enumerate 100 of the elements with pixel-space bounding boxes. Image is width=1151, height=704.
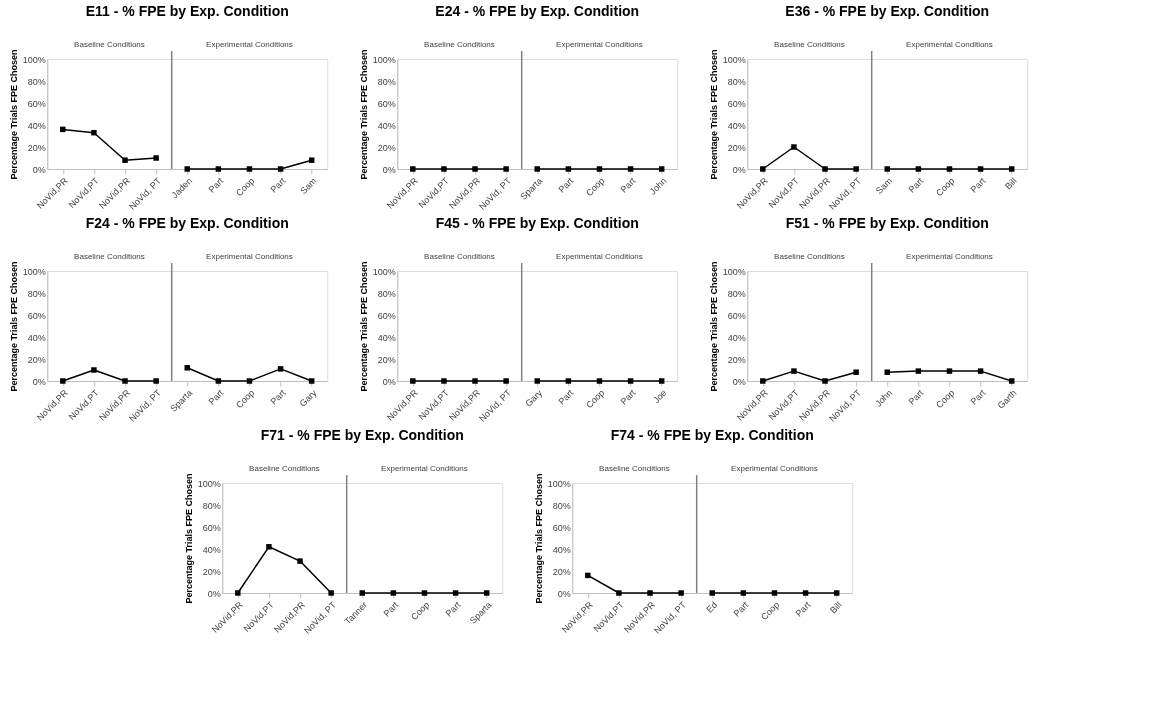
x-tick-label: Part: [793, 599, 813, 619]
y-tick-label: 80%: [727, 288, 746, 299]
y-tick-label: 100%: [22, 54, 46, 65]
x-tick-label: Bill: [827, 599, 844, 616]
y-tick-label: 40%: [377, 120, 396, 131]
y-tick-label: 60%: [552, 522, 571, 533]
x-tick-label: Part: [556, 175, 576, 195]
point: [946, 368, 953, 374]
chart-title: F45 - % FPE by Exp. Condition: [435, 215, 639, 231]
y-tick-label: 80%: [27, 288, 46, 299]
x-tick-label: Part: [731, 599, 751, 619]
point: [266, 544, 272, 550]
chart-title: F71 - % FPE by Exp. Condition: [260, 427, 464, 443]
y-tick-label: 100%: [22, 266, 46, 277]
x-tick-label: Part: [968, 387, 988, 407]
y-tick-label: 40%: [202, 544, 221, 555]
text: Baseline Conditions: [599, 464, 670, 473]
x-tick-label: Part: [906, 175, 926, 195]
x-tick-label: Sam: [873, 175, 895, 196]
y-tick-label: 0%: [32, 164, 46, 175]
point: [853, 369, 859, 375]
x-tick-label: Part: [268, 175, 288, 195]
text: Experimental Conditions: [206, 40, 293, 49]
text: Experimental Conditions: [906, 40, 993, 49]
point: [308, 157, 315, 163]
point: [297, 558, 303, 564]
text: Baseline Conditions: [424, 252, 495, 261]
chart-title: F24 - % FPE by Exp. Condition: [85, 215, 289, 231]
point: [884, 369, 890, 375]
y-tick-label: 40%: [27, 332, 46, 343]
y-tick-label: 100%: [547, 478, 571, 489]
x-tick-label: Joe: [651, 387, 669, 406]
y-tick-label: 100%: [722, 266, 746, 277]
point: [153, 155, 159, 161]
y-axis-title: Percentage Trials FPE Chosen: [533, 473, 544, 604]
x-tick-label: Part: [443, 599, 463, 619]
y-axis-title: Percentage Trials FPE Chosen: [358, 49, 369, 180]
y-tick-label: 20%: [377, 142, 396, 153]
y-tick-label: 0%: [732, 164, 746, 175]
y-tick-label: 20%: [727, 142, 746, 153]
point: [915, 368, 922, 374]
x-tick-label: Bill: [1002, 175, 1019, 192]
y-axis-title: Percentage Trials FPE Chosen: [708, 49, 719, 180]
x-tick-label: Part: [268, 387, 288, 407]
point: [91, 367, 97, 373]
x-tick-label: Part: [206, 175, 226, 195]
y-tick-label: 0%: [32, 376, 46, 387]
y-tick-label: 80%: [377, 76, 396, 87]
y-tick-label: 80%: [552, 500, 571, 511]
y-axis-title: Percentage Trials FPE Chosen: [183, 473, 194, 604]
point: [60, 126, 66, 133]
y-tick-label: 80%: [202, 500, 221, 511]
y-tick-label: 60%: [27, 98, 46, 109]
y-tick-label: 0%: [732, 376, 746, 387]
y-tick-label: 40%: [377, 332, 396, 343]
y-tick-label: 60%: [202, 522, 221, 533]
point: [122, 157, 128, 163]
y-tick-label: 0%: [557, 588, 571, 599]
y-axis-title: Percentage Trials FPE Chosen: [708, 261, 719, 392]
text: Baseline Conditions: [249, 464, 320, 473]
chart-title: E24 - % FPE by Exp. Condition: [435, 3, 640, 19]
chart-title: F51 - % FPE by Exp. Condition: [785, 215, 989, 231]
text: Experimental Conditions: [206, 252, 293, 261]
x-tick-label: Part: [968, 175, 988, 195]
y-tick-label: 40%: [727, 120, 746, 131]
y-tick-label: 20%: [27, 354, 46, 365]
x-tick-label: Part: [206, 387, 226, 407]
text: Baseline Conditions: [424, 40, 495, 49]
y-tick-label: 100%: [197, 478, 221, 489]
y-tick-label: 60%: [727, 310, 746, 321]
y-tick-label: 80%: [377, 288, 396, 299]
x-tick-label: Part: [906, 387, 926, 407]
y-axis-title: Percentage Trials FPE Chosen: [8, 49, 19, 180]
text: Experimental Conditions: [556, 40, 643, 49]
y-tick-label: 20%: [727, 354, 746, 365]
text: Baseline Conditions: [74, 252, 145, 261]
y-tick-label: 0%: [207, 588, 221, 599]
x-tick-label: Part: [618, 175, 638, 195]
point: [977, 368, 984, 374]
x-tick-label: Sam: [298, 175, 319, 196]
chart-title: E36 - % FPE by Exp. Condition: [785, 3, 990, 19]
x-tick-label: Part: [381, 599, 401, 619]
y-tick-label: 20%: [27, 142, 46, 153]
text: Baseline Conditions: [74, 40, 145, 49]
y-tick-label: 20%: [552, 566, 571, 577]
y-tick-label: 100%: [372, 54, 396, 65]
text: Experimental Conditions: [381, 464, 468, 473]
text: Experimental Conditions: [731, 464, 818, 473]
y-tick-label: 60%: [27, 310, 46, 321]
y-tick-label: 80%: [27, 76, 46, 87]
y-axis-title: Percentage Trials FPE Chosen: [358, 261, 369, 392]
text: Baseline Conditions: [774, 40, 845, 49]
text: Experimental Conditions: [906, 252, 993, 261]
y-tick-label: 100%: [372, 266, 396, 277]
y-tick-label: 40%: [27, 120, 46, 131]
point: [184, 365, 190, 371]
x-tick-label: Ed: [704, 599, 720, 615]
y-tick-label: 20%: [202, 566, 221, 577]
y-tick-label: 20%: [377, 354, 396, 365]
y-tick-label: 40%: [552, 544, 571, 555]
